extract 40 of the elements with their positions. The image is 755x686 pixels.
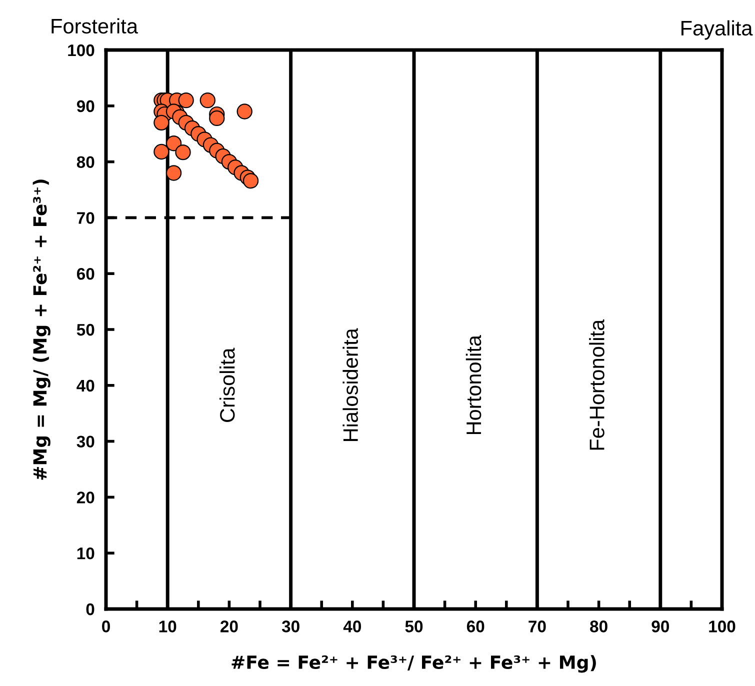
x-tick-label: 70: [528, 620, 546, 632]
x-tick-label: 40: [343, 620, 361, 632]
annotation: Hialosiderita: [342, 328, 358, 442]
y-tick-label: 10: [77, 548, 94, 560]
x-tick-label: 80: [590, 620, 608, 632]
text: Forsterita: [52, 18, 138, 34]
y-tick-label: 70: [77, 212, 94, 224]
x-tick-label: 0: [102, 620, 110, 632]
point: [178, 92, 194, 108]
x-tick-label: 10: [159, 620, 176, 632]
x-tick-label: 90: [652, 620, 669, 632]
annotation: Fe-Hortonolita: [589, 319, 604, 450]
x-tick-label: 20: [220, 620, 238, 632]
y-tick-label: 100: [68, 44, 94, 56]
y-tick-label: 50: [76, 324, 94, 336]
text: Fayalita: [682, 20, 753, 40]
x-tick-label: 100: [709, 620, 736, 632]
x-tick-label: 60: [466, 620, 484, 632]
annotation: Crisolita: [219, 348, 235, 422]
y-tick-label: 40: [76, 380, 94, 392]
y-tick-label: 30: [76, 436, 94, 448]
x-tick-label: 50: [405, 620, 423, 632]
point: [236, 104, 252, 120]
x-axis-title: #Fe = Fe²⁺ + Fe³⁺/ Fe²⁺ + Fe³⁺ + Mg): [232, 655, 596, 673]
point: [166, 136, 182, 152]
point: [209, 110, 225, 126]
y-tick-label: 80: [76, 156, 94, 168]
point: [154, 114, 170, 131]
y-tick-label: 20: [76, 492, 94, 504]
point: [175, 144, 191, 160]
point: [200, 92, 216, 108]
y-tick-label: 60: [76, 268, 94, 280]
point: [154, 144, 170, 160]
annotation: Hortonolita: [466, 335, 482, 434]
y-tick-label: 0: [86, 603, 94, 616]
y-tick-label: 90: [76, 100, 94, 112]
point: [166, 165, 182, 181]
x-tick-label: 30: [282, 620, 300, 632]
point: [242, 172, 259, 189]
y-axis-title: #Mg = Mg/ (Mg + Fe²⁺ + Fe³⁺): [32, 180, 50, 480]
